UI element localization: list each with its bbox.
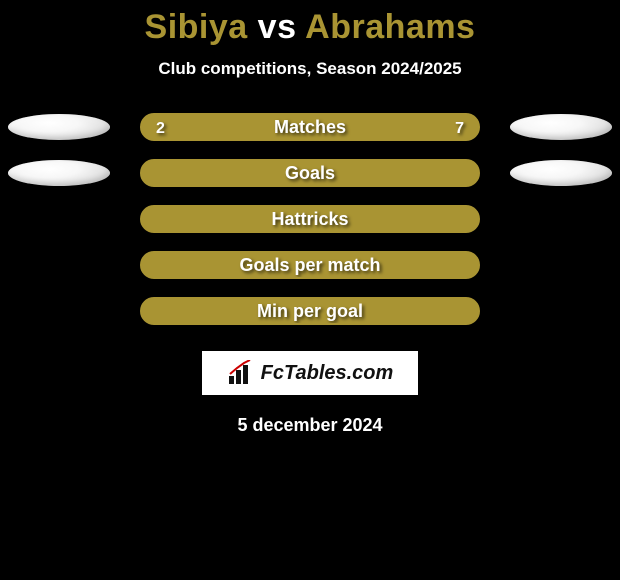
- stat-label: Hattricks: [142, 207, 478, 231]
- stat-bar: Min per goal: [140, 297, 480, 325]
- player2-orb: [510, 160, 612, 186]
- stat-value-left: 2: [156, 115, 165, 141]
- stat-row: Goals per match: [0, 251, 620, 279]
- logo-text: FcTables.com: [261, 362, 394, 385]
- stat-label: Goals per match: [142, 253, 478, 277]
- stat-row: 27Matches: [0, 113, 620, 141]
- snapshot-date: 5 december 2024: [0, 415, 620, 436]
- stat-row: Min per goal: [0, 297, 620, 325]
- player1-orb: [8, 114, 110, 140]
- stat-label: Min per goal: [142, 299, 478, 323]
- title-vs: vs: [258, 8, 297, 46]
- fctables-logo[interactable]: FcTables.com: [202, 351, 418, 395]
- stat-bar: Goals per match: [140, 251, 480, 279]
- stat-row: Hattricks: [0, 205, 620, 233]
- player1-orb: [8, 160, 110, 186]
- stat-bar: Hattricks: [140, 205, 480, 233]
- stat-segment-right: [216, 115, 478, 139]
- comparison-subtitle: Club competitions, Season 2024/2025: [0, 59, 620, 79]
- title-player2: Abrahams: [305, 8, 475, 46]
- stat-bar: Goals: [140, 159, 480, 187]
- player2-orb: [510, 114, 612, 140]
- stat-bar: 27Matches: [140, 113, 480, 141]
- comparison-title: Sibiya vs Abrahams: [0, 0, 620, 47]
- stat-row: Goals: [0, 159, 620, 187]
- stat-segment-left: [142, 115, 216, 139]
- stat-label: Goals: [142, 161, 478, 185]
- bar-chart-icon: [227, 360, 257, 386]
- stat-value-right: 7: [455, 115, 464, 141]
- title-player1: Sibiya: [145, 8, 248, 46]
- stat-rows-container: 27MatchesGoalsHattricksGoals per matchMi…: [0, 113, 620, 325]
